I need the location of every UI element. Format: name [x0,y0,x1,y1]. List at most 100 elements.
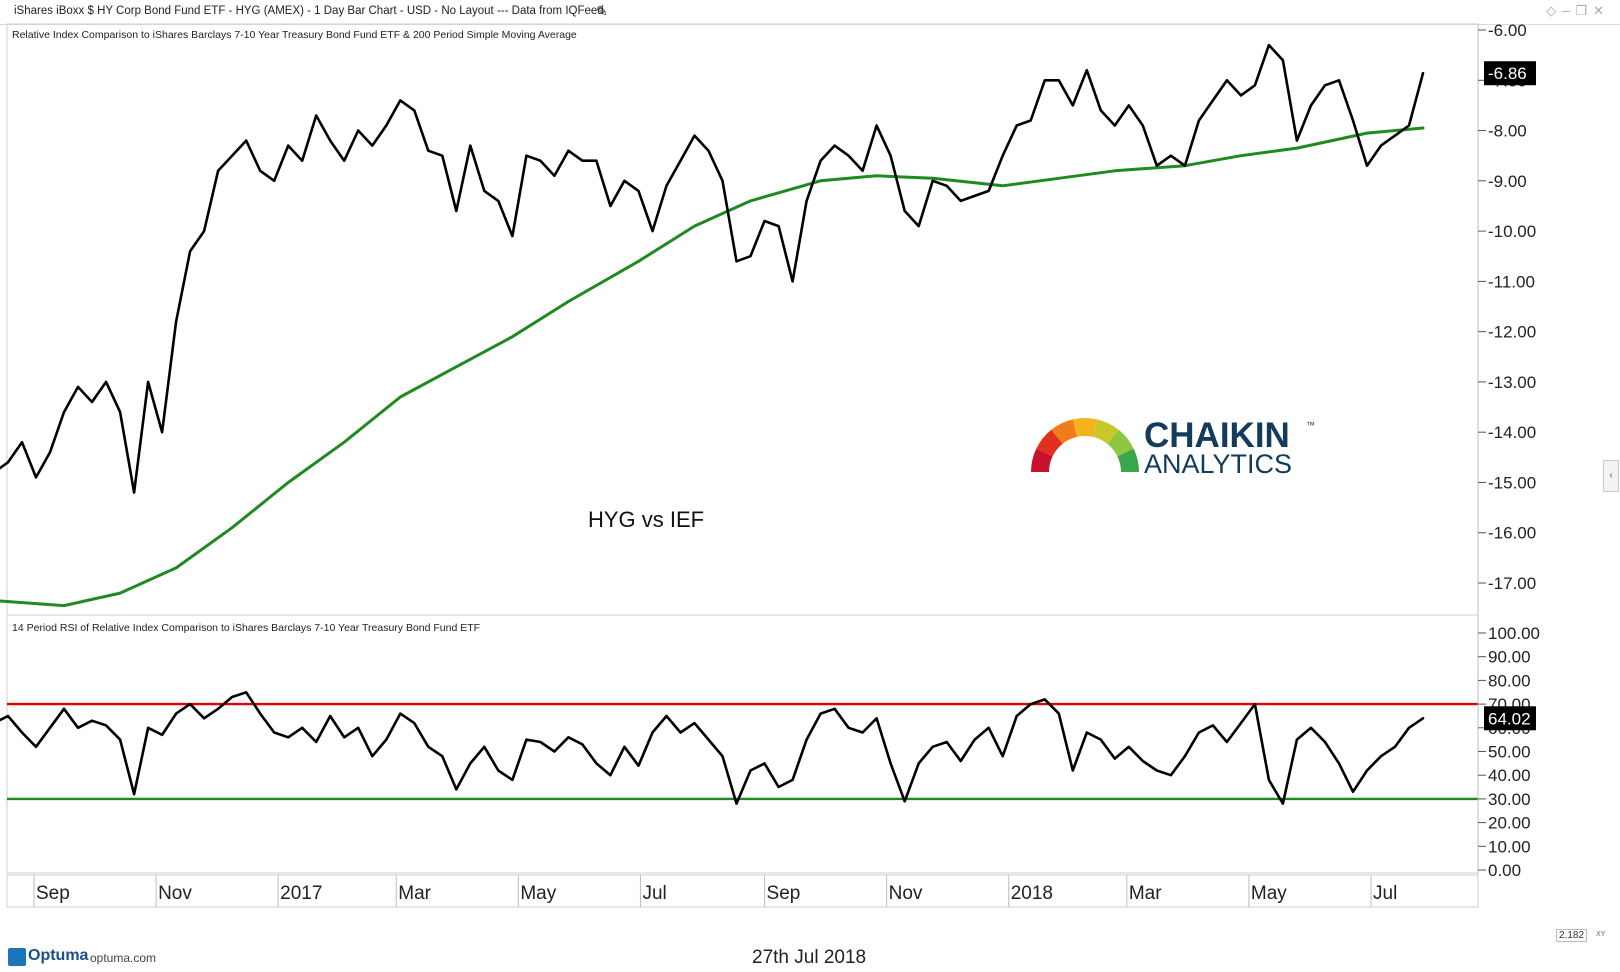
ratio-point [399,99,402,102]
rsi-point [1268,779,1270,781]
ratio-point [525,154,528,157]
rsi-point [819,712,822,715]
sma-point [931,177,934,180]
rsi-point [189,703,191,705]
gauge-arc-segment [1031,448,1053,472]
rsi-point [1072,769,1074,772]
ratio-point [903,210,906,212]
gauge-arc-segment [1093,419,1119,444]
close-icon[interactable]: ✕ [1593,3,1610,18]
sma-point [1422,127,1424,129]
sma-point [511,335,514,338]
ratio-point [931,180,934,182]
lower-last-value-tag: 64.02 [1484,706,1536,731]
restore-icon[interactable]: ❐ [1575,3,1594,18]
sma-point [119,592,121,594]
ratio-point [175,320,177,323]
lower-panel [0,614,1479,874]
ratio-point [539,159,542,162]
rsi-point [203,717,205,720]
y-tick-label-lower: 30.00 [1488,790,1531,809]
rsi-point [665,715,668,717]
rsi-point [399,712,402,715]
x-axis-band [6,874,1479,908]
upper-panel: HYG vs IEF CHAIKIN ™ ANALYTICS [0,23,1479,616]
ratio-point [343,159,346,162]
ratio-point [1114,124,1116,127]
ratio-point [1226,79,1228,82]
ratio-point [763,220,766,222]
rsi-point [1296,738,1298,741]
ratio-point [1296,139,1298,142]
ratio-point [861,170,864,172]
ratio-point [1044,79,1046,82]
diamond-icon[interactable]: ◇ [1546,3,1563,18]
ratio-point [287,144,290,147]
rsi-point [1408,727,1410,729]
ratio-point [581,159,584,162]
rsi-point [49,727,51,729]
rsi-point [77,727,79,729]
rsi-point [133,793,135,795]
rsi-point [735,802,738,805]
x-tick-label: Sep [767,883,801,904]
sma-point [1114,170,1116,172]
window-controls[interactable]: ◇–❐✕ [1546,3,1610,19]
pencil-icon[interactable]: ✎ [596,3,608,19]
minimize-icon[interactable]: – [1562,3,1576,18]
rsi-point [329,715,332,717]
y-tick-label-upper: -6.00 [1488,21,1527,40]
ratio-point [693,134,696,137]
x-tick-label: 2017 [280,883,322,904]
x-tick-label: May [520,883,556,904]
value-tag-bg [1484,706,1536,731]
ratio-point [1352,119,1354,122]
rsi-point [497,769,500,772]
ratio-point [301,159,304,162]
watermark-line-1: CHAIKIN [1144,416,1290,455]
rsi-point [917,762,920,765]
ratio-point [161,431,163,434]
rsi-point [973,738,976,741]
rsi-point [847,727,850,729]
sma-point [63,604,65,607]
x-tick-label: Jul [642,883,666,904]
ratio-point [1212,99,1214,102]
ratio-point [231,154,233,157]
rsi-point [777,786,780,788]
rsi-point [637,764,640,767]
axes-layer: -6.00-7.00-8.00-9.00-10.00-11.00-12.00-1… [6,21,1540,908]
ratio-point [427,149,430,152]
ratio-point [1408,124,1410,127]
y-tick-label-upper: -9.00 [1488,172,1527,191]
rsi-point [721,755,724,757]
hyg-vs-ief-annotation: HYG vs IEF [588,507,704,532]
collapse-panel-handle[interactable]: ‹ [1603,460,1619,492]
ratio-point [497,200,500,202]
brand-url[interactable]: optuma.com [90,951,157,965]
sma-point [875,175,878,177]
x-tick-label: Mar [398,883,431,904]
rsi-point [1212,724,1214,727]
y-tick-label-upper: -16.00 [1488,524,1536,543]
y-tick-label-lower: 10.00 [1488,837,1531,856]
ratio-point [707,149,710,152]
rsi-point [1044,698,1046,701]
rsi-point [1142,760,1144,762]
rsi-point [119,738,121,741]
y-tick-label-lower: 50.00 [1488,743,1531,762]
rsi-point [301,727,304,729]
sma-point [693,225,696,227]
watermark-line-2: ANALYTICS [1144,449,1292,479]
ratio-point [7,461,9,464]
rsi-point [945,741,948,743]
rsi-point [231,696,233,698]
ratio-point [189,250,191,252]
ratio-point [917,225,920,227]
rsi-point [483,746,486,748]
rsi-point [679,731,682,734]
rsi-point [987,727,990,729]
scale-readout[interactable]: 2.182 [1556,929,1588,942]
sma-point [1058,177,1060,180]
